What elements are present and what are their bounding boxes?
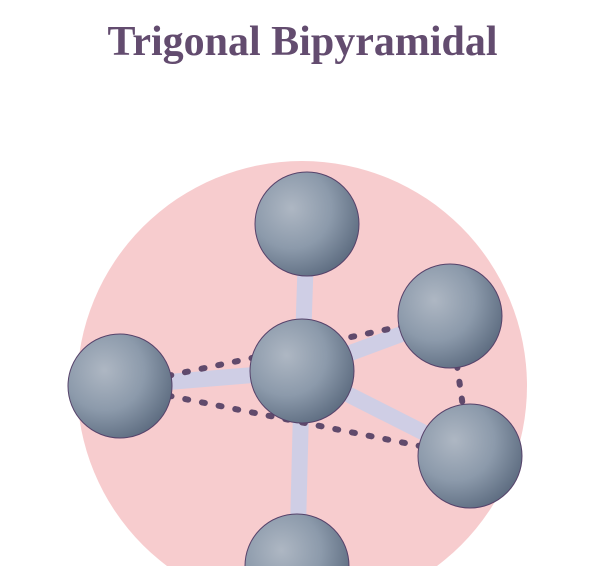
- atom-center: [250, 319, 354, 423]
- diagram-title: Trigonal Bipyramidal: [0, 0, 605, 66]
- atom-upright: [398, 264, 502, 368]
- atom-top: [255, 172, 359, 276]
- atom-left: [68, 334, 172, 438]
- molecule-diagram: [0, 66, 605, 566]
- atom-lowright: [418, 404, 522, 508]
